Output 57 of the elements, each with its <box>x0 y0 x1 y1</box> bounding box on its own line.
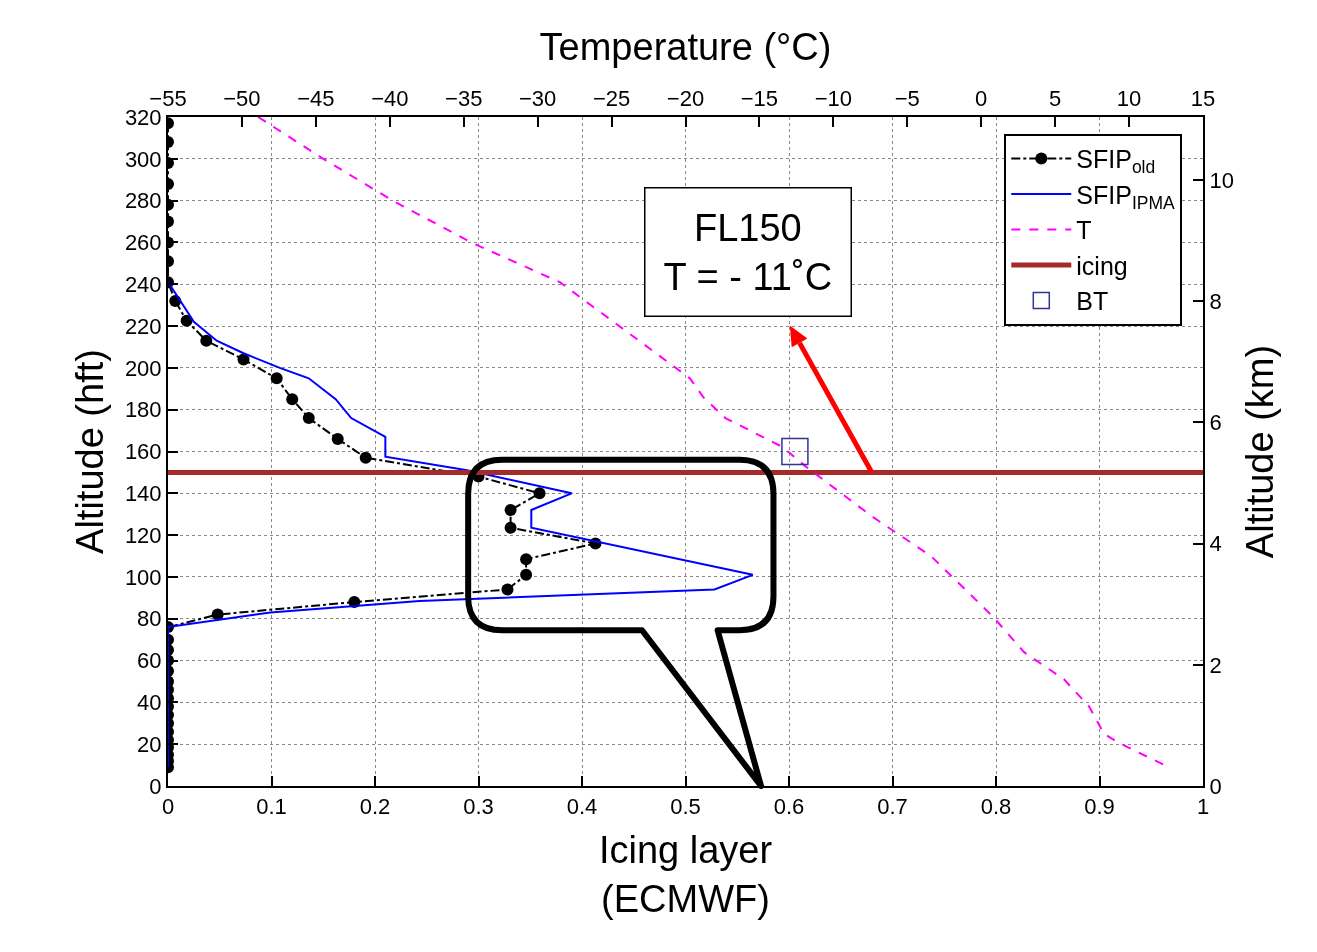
y-tick-label: 260 <box>124 230 162 256</box>
annotation: FL150 T = - 11˚C <box>663 206 833 298</box>
y-tick-label: 80 <box>137 606 162 632</box>
x-tick-label: 0.5 <box>670 794 701 820</box>
x-tick-label: 0.2 <box>359 794 391 820</box>
y-tick-label: 320 <box>124 104 162 130</box>
x-tick-label: 0.3 <box>463 794 494 820</box>
x2-tick-label: −10 <box>814 86 853 112</box>
x-axis-title: Icing layer (ECMWF) <box>598 829 773 921</box>
x2-tick-label: 15 <box>1190 86 1216 112</box>
legend-label: BT <box>1076 287 1109 316</box>
x2-tick-label: −40 <box>371 86 409 112</box>
y2-tick-label: 2 <box>1209 652 1222 678</box>
x-tick-label: 0.4 <box>566 794 598 820</box>
y-tick-label: 300 <box>124 146 162 172</box>
y-tick-label: 200 <box>124 355 162 381</box>
x-tick-label: 0.1 <box>256 794 287 820</box>
y2-axis-title: Altitude (km) <box>1239 344 1282 559</box>
x2-tick-label: 0 <box>975 86 988 112</box>
y-axis-title: Altitude (hft) <box>68 349 111 554</box>
y-tick-label: 60 <box>137 648 162 674</box>
x2-tick-label: −45 <box>297 86 335 112</box>
y-tick-label: 0 <box>149 773 162 799</box>
y2-tick-label: 6 <box>1209 410 1222 436</box>
y-tick-label: 40 <box>137 690 162 716</box>
y2-tick-label: 10 <box>1209 167 1234 193</box>
x2-tick-label: −5 <box>894 86 920 112</box>
x2-tick-label: −15 <box>740 86 779 112</box>
y-tick-label: 100 <box>124 564 162 590</box>
y2-tick-label: 4 <box>1209 531 1222 557</box>
legend-label: SFIP$_{old}$ <box>1076 145 1156 178</box>
y-tick-label: 160 <box>124 439 162 465</box>
x2-axis-title: Temperature (°C) <box>539 25 832 68</box>
y-tick-label: 240 <box>124 271 162 297</box>
legend-label: SFIP$_{IPMA}$ <box>1076 180 1175 213</box>
y2-tick-label: 0 <box>1209 773 1222 799</box>
y2-tick-label: 8 <box>1209 288 1222 314</box>
y-tick-label: 180 <box>124 397 162 423</box>
y-tick-label: 140 <box>124 481 162 507</box>
x-tick-label: 0.9 <box>1084 794 1115 820</box>
x-tick-label: 1 <box>1196 794 1210 820</box>
legend-label: icing <box>1076 251 1128 280</box>
y-tick-label: 20 <box>137 731 162 757</box>
x2-tick-label: −35 <box>445 86 483 112</box>
x2-tick-label: 10 <box>1116 86 1142 112</box>
x2-tick-label: −25 <box>592 86 631 112</box>
y-tick-label: 120 <box>124 522 162 548</box>
y-tick-label: 280 <box>124 188 162 214</box>
y-tick-label: 220 <box>124 313 162 339</box>
x-tick-label: 0.8 <box>980 794 1012 820</box>
x2-tick-label: −20 <box>666 86 705 112</box>
x2-tick-label: 5 <box>1049 86 1062 112</box>
x-tick-label: 0.6 <box>773 794 805 820</box>
legend-label: T <box>1076 216 1092 245</box>
x2-tick-label: −30 <box>518 86 557 112</box>
x-tick-label: 0.7 <box>877 794 908 820</box>
x2-tick-label: −50 <box>223 86 261 112</box>
